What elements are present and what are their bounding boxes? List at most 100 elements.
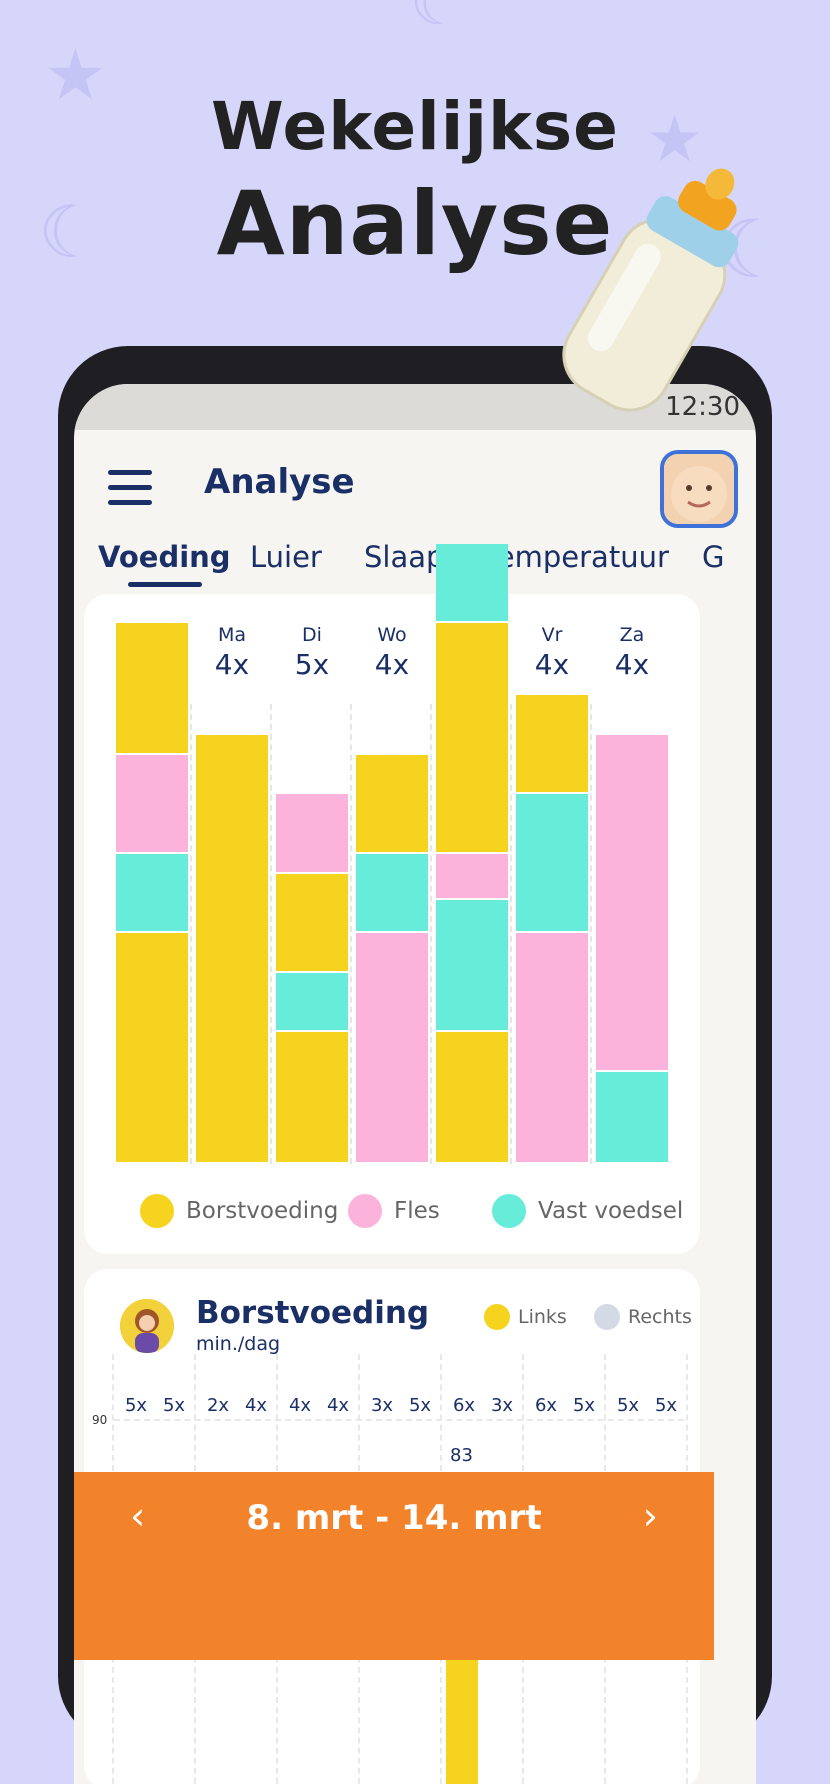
legend-label: Links	[518, 1306, 567, 1328]
bar-segment-fles[interactable]	[516, 933, 588, 1162]
legend-dot-links	[484, 1304, 510, 1330]
page-title: Analyse	[204, 462, 355, 502]
legend-label: Fles	[394, 1198, 440, 1224]
side-feed-count: 5x	[408, 1395, 432, 1416]
legend-rechts: Rechts	[594, 1304, 692, 1330]
legend-links: Links	[484, 1304, 567, 1330]
moon-decoration-icon: ☾	[410, 0, 464, 39]
tab-more[interactable]: G	[702, 540, 725, 574]
side-feed-count: 3x	[490, 1395, 514, 1416]
next-week-button[interactable]: ›	[642, 1494, 658, 1538]
tab-voeding[interactable]: Voeding	[98, 540, 231, 574]
side-feed-count: 2x	[206, 1395, 230, 1416]
date-range-label: 8. mrt - 14. mrt	[246, 1498, 542, 1538]
borstvoeding-title: Borstvoeding	[196, 1295, 430, 1331]
mother-avatar-icon	[120, 1299, 174, 1353]
legend-fles: Fles	[348, 1194, 440, 1228]
side-feed-count: 5x	[616, 1395, 640, 1416]
side-feed-count: 6x	[534, 1395, 558, 1416]
tab-bar: Voeding Luier Slaap Temperatuur G	[74, 540, 756, 600]
bar-segment-vast-voedsel[interactable]	[356, 853, 428, 931]
status-time: 12:30	[665, 392, 740, 422]
day-label: Wo	[377, 624, 407, 646]
day-feed-count: 4x	[534, 648, 570, 681]
bar-segment-fles[interactable]	[596, 735, 668, 1070]
phone-screen: 12:30 Analyse Voeding Luier Slaap Temper…	[74, 384, 756, 1784]
bar-segment-borstvoeding[interactable]	[516, 695, 588, 793]
baby-avatar[interactable]	[660, 450, 738, 528]
day-header-ma: Ma 4x	[192, 624, 272, 681]
legend-dot-borstvoeding	[140, 1194, 174, 1228]
app-bar: Analyse	[74, 430, 756, 540]
grid-line	[270, 704, 272, 1164]
bar-segment-borstvoeding[interactable]	[116, 933, 188, 1162]
hamburger-menu-icon[interactable]	[108, 470, 152, 505]
bar-segment-borstvoeding[interactable]	[116, 622, 188, 753]
borstvoeding-unit: min./dag	[196, 1333, 281, 1355]
bar-segment-vast-voedsel[interactable]	[116, 853, 188, 931]
bar-segment-vast-voedsel[interactable]	[516, 794, 588, 931]
value-do-links: 83	[450, 1445, 473, 1466]
bar-segment-fles[interactable]	[116, 754, 188, 852]
star-decoration-icon: ★	[44, 34, 107, 116]
day-header-di: Di 5x	[272, 624, 352, 681]
bar-segment-borstvoeding[interactable]	[276, 873, 348, 971]
side-feed-count: 5x	[572, 1395, 596, 1416]
active-tab-indicator	[128, 582, 202, 587]
previous-week-button[interactable]: ‹	[130, 1494, 146, 1538]
tab-temperatuur[interactable]: Temperatuur	[484, 540, 669, 574]
tab-slaap[interactable]: Slaap	[364, 540, 445, 574]
day-feed-count: 4x	[374, 648, 410, 681]
star-decoration-icon: ★	[646, 103, 704, 177]
date-range-bar: ‹ 8. mrt - 14. mrt ›	[74, 1472, 714, 1660]
baby-face-icon	[664, 454, 734, 524]
baby-bottle-illustration	[562, 168, 739, 412]
side-feed-count: 4x	[288, 1395, 312, 1416]
moon-decoration-icon: ☾	[38, 190, 103, 274]
day-header-vr: Vr 4x	[512, 624, 592, 681]
legend-label: Borstvoeding	[186, 1198, 339, 1224]
side-feed-count: 3x	[370, 1395, 394, 1416]
bar-segment-vast-voedsel[interactable]	[596, 1071, 668, 1162]
bar-segment-vast-voedsel[interactable]	[276, 972, 348, 1030]
day-label: Di	[302, 624, 322, 646]
legend-label: Vast voedsel	[538, 1198, 684, 1224]
day-header-wo: Wo 4x	[352, 624, 432, 681]
bar-segment-borstvoeding[interactable]	[196, 735, 268, 1162]
phone-frame: 12:30 Analyse Voeding Luier Slaap Temper…	[58, 346, 772, 1784]
day-feed-count: 5x	[294, 648, 330, 681]
feeding-chart-card: Zo5xMa4xDi5xWo4xDo6xVr4xZa4x Borstvoedin…	[84, 543, 700, 1254]
day-label: Vr	[541, 624, 563, 646]
day-feed-count: 4x	[614, 648, 650, 681]
legend-vast-voedsel: Vast voedsel	[492, 1194, 683, 1228]
grid-line	[190, 704, 192, 1164]
legend-dot-vast-voedsel	[492, 1194, 526, 1228]
axis-label-90: 90	[92, 1413, 108, 1427]
tab-luier[interactable]: Luier	[250, 540, 322, 574]
bar-segment-borstvoeding[interactable]	[436, 1032, 508, 1162]
side-feed-count: 4x	[326, 1395, 350, 1416]
legend-borstvoeding: Borstvoeding	[140, 1194, 338, 1228]
bar-segment-borstvoeding[interactable]	[436, 622, 508, 852]
bar-segment-fles[interactable]	[276, 794, 348, 872]
day-label: Ma	[217, 624, 247, 646]
side-feed-count: 6x	[452, 1395, 476, 1416]
hero-title-line2: Analyse	[216, 172, 614, 275]
bar-segment-fles[interactable]	[356, 933, 428, 1162]
bar-segment-borstvoeding[interactable]	[276, 1032, 348, 1162]
side-feed-count: 5x	[162, 1395, 186, 1416]
day-feed-count: 4x	[214, 648, 250, 681]
legend-label: Rechts	[628, 1306, 692, 1328]
side-feed-count: 5x	[654, 1395, 678, 1416]
grid-line	[590, 704, 592, 1164]
bar-segment-vast-voedsel[interactable]	[436, 900, 508, 1030]
grid-line	[350, 704, 352, 1164]
hero-title-line1: Wekelijkse	[211, 88, 619, 165]
bar-segment-fles[interactable]	[436, 853, 508, 898]
grid-line	[430, 704, 432, 1164]
bar-segment-borstvoeding[interactable]	[356, 754, 428, 852]
day-label: Za	[619, 624, 645, 646]
bar-segment-vast-voedsel[interactable]	[436, 543, 508, 621]
legend-dot-rechts	[594, 1304, 620, 1330]
side-feed-count: 4x	[244, 1395, 268, 1416]
